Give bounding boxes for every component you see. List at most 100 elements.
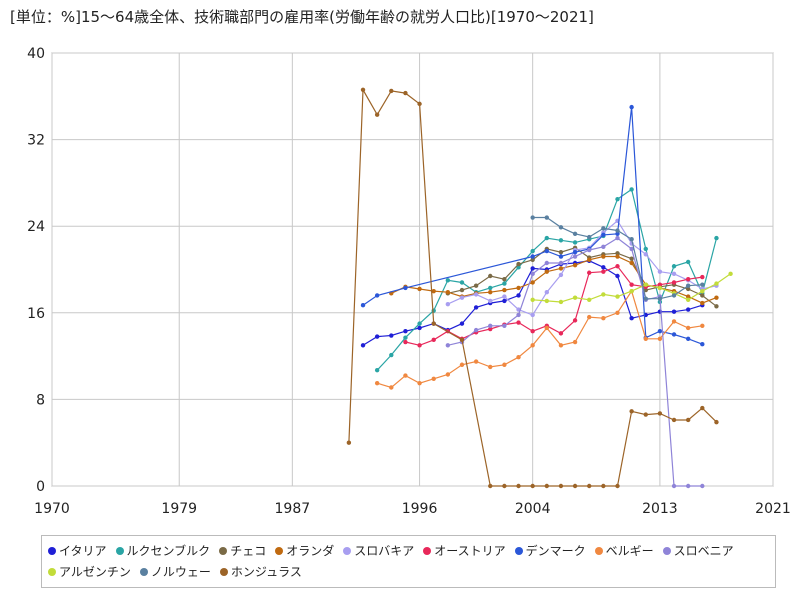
data-point — [473, 327, 479, 333]
data-point — [488, 323, 493, 328]
data-point — [558, 483, 564, 489]
data-point — [572, 483, 578, 489]
data-point — [516, 312, 521, 318]
data-point — [544, 269, 550, 274]
x-tick-label: 1970 — [34, 501, 70, 517]
data-point — [530, 329, 535, 334]
data-point — [530, 248, 535, 254]
data-point — [530, 271, 535, 277]
legend-item: アルゼンチン — [48, 563, 131, 582]
data-point — [572, 318, 578, 323]
data-point — [473, 292, 479, 297]
data-point — [629, 316, 634, 321]
legend-marker-icon — [343, 546, 352, 555]
data-point — [473, 359, 479, 364]
data-point — [516, 320, 521, 325]
data-point — [601, 292, 606, 297]
data-point — [488, 285, 493, 291]
data-point — [558, 225, 564, 230]
data-point — [615, 231, 620, 236]
data-point — [530, 343, 535, 348]
data-point — [530, 266, 535, 271]
data-point — [685, 259, 691, 265]
data-point — [714, 235, 719, 241]
data-point — [389, 385, 394, 390]
y-tick-label: 40 — [27, 46, 45, 62]
legend-label: オランダ — [286, 544, 335, 558]
data-point — [572, 240, 578, 245]
data-point — [459, 295, 465, 300]
data-point — [558, 260, 564, 266]
data-point — [643, 287, 648, 293]
legend-item: スロベニア — [662, 542, 734, 561]
legend-item: オランダ — [275, 542, 334, 561]
data-point — [445, 372, 451, 377]
data-point — [389, 88, 394, 94]
data-point — [403, 90, 408, 96]
legend-marker-icon — [115, 546, 124, 555]
data-point — [389, 333, 394, 338]
data-point — [544, 290, 550, 295]
data-point — [558, 254, 564, 259]
data-point — [431, 308, 436, 313]
data-point — [629, 260, 634, 266]
data-point — [445, 278, 451, 283]
data-point — [417, 321, 422, 326]
legend-marker-icon — [48, 567, 56, 576]
data-point — [685, 325, 691, 331]
data-point — [700, 274, 705, 280]
legend-item: スロバキア — [343, 542, 414, 561]
series-line-7 — [377, 289, 703, 389]
data-point — [516, 265, 521, 270]
data-point — [685, 277, 691, 282]
data-point — [714, 304, 719, 309]
data-point — [530, 312, 535, 318]
legend-marker-icon — [48, 546, 56, 555]
legend-item: ベルギー — [594, 542, 654, 561]
legend-label: ルクセンブルク — [126, 544, 211, 558]
data-point — [700, 323, 705, 328]
data-point — [671, 332, 677, 337]
data-point — [346, 440, 352, 445]
data-point — [601, 269, 606, 274]
data-point — [657, 411, 663, 416]
data-point — [629, 288, 634, 294]
legend-item: ノルウェー — [139, 563, 211, 582]
data-point — [502, 483, 507, 489]
data-point — [473, 305, 479, 310]
data-point — [544, 248, 550, 254]
data-point — [615, 264, 620, 269]
data-point — [502, 323, 507, 328]
data-point — [558, 331, 564, 336]
data-point — [488, 273, 493, 279]
legend-marker-icon — [139, 567, 148, 576]
data-point — [459, 362, 465, 367]
data-point — [389, 352, 394, 358]
data-point — [417, 380, 422, 386]
data-point — [728, 271, 733, 277]
data-point — [700, 293, 705, 298]
data-point — [445, 301, 451, 307]
legend-item: チェコ — [219, 542, 266, 561]
legend-item: イタリア — [48, 542, 107, 561]
legend-label: デンマーク — [525, 544, 586, 558]
data-point — [629, 104, 634, 110]
data-point — [671, 271, 677, 277]
legend-marker-icon — [662, 546, 671, 555]
data-point — [601, 232, 606, 238]
data-point — [671, 309, 677, 314]
data-point — [530, 297, 535, 303]
data-point — [431, 288, 436, 294]
legend-label: スロベニア — [673, 544, 734, 558]
data-point — [445, 343, 451, 348]
data-point — [431, 321, 436, 326]
data-point — [403, 339, 408, 345]
legend-label: アルゼンチン — [59, 565, 131, 579]
data-point — [488, 364, 493, 370]
data-point — [502, 294, 507, 299]
chart-title: [単位：%]15～64歳全体、技術職部門の雇用率(労働年齢の就労人口比)[197… — [10, 8, 594, 26]
series-line-6 — [362, 107, 703, 345]
data-point — [700, 405, 705, 411]
data-point — [459, 321, 465, 326]
data-point — [700, 300, 705, 306]
